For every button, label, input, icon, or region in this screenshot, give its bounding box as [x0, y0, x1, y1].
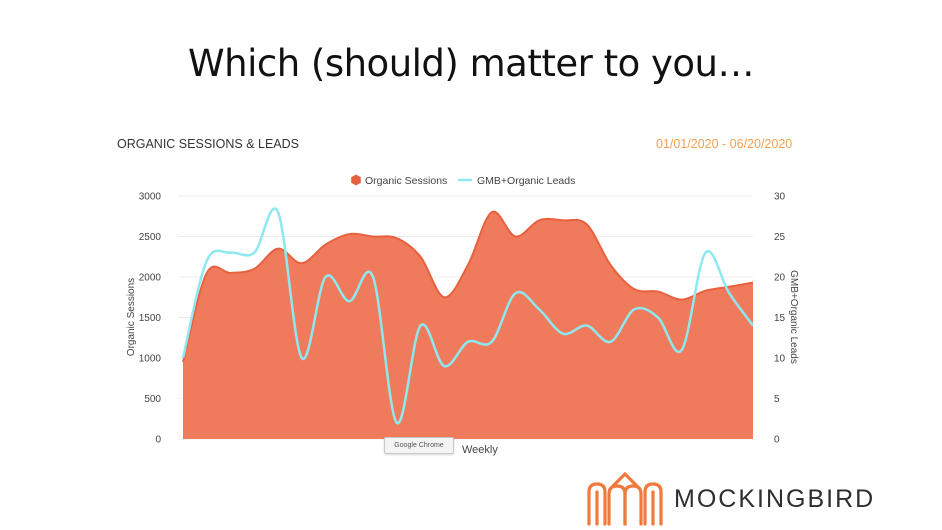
y-right-axis-label: GMB+Organic Leads — [788, 270, 799, 364]
mockingbird-logo-icon — [587, 471, 663, 526]
y-left-tick-label: 0 — [155, 435, 161, 446]
y-left-axis-label: Organic Sessions — [126, 278, 137, 356]
y-left-tick-label: 3000 — [139, 192, 162, 203]
y-right-tick-label: 10 — [774, 354, 786, 365]
chart-title: ORGANIC SESSIONS & LEADS — [117, 137, 299, 151]
date-range[interactable]: 01/01/2020 - 06/20/2020 — [656, 137, 793, 151]
brand-name: MOCKINGBIRD — [674, 485, 876, 513]
organic-sessions-line — [182, 210, 754, 363]
y-left-tick-label: 2500 — [139, 232, 162, 243]
y-right-tick-label: 20 — [774, 273, 786, 284]
y-left-tick-label: 1000 — [139, 354, 162, 365]
y-right-tick-label: 5 — [774, 394, 780, 405]
legend-leads-label: GMB+Organic Leads — [477, 175, 575, 187]
y-left-tick-label: 2000 — [139, 273, 162, 284]
y-right-tick-label: 30 — [774, 192, 786, 203]
y-right-tick-label: 0 — [774, 435, 780, 446]
legend-organic-sessions-label: Organic Sessions — [365, 175, 447, 187]
browser-tooltip: Google Chrome — [384, 437, 454, 454]
y-left-tick-label: 500 — [144, 394, 161, 405]
y-right-tick-label: 25 — [774, 232, 786, 243]
legend-organic-sessions-marker — [351, 174, 361, 186]
gmb-organic-leads-line — [181, 207, 755, 425]
x-axis-label: Weekly — [462, 444, 498, 456]
y-left-tick-label: 1500 — [139, 313, 162, 324]
y-right-tick-label: 15 — [774, 313, 786, 324]
slide-title: Which (should) matter to you… — [188, 42, 754, 85]
chart-area: 0 500 1000 1500 2000 2500 3000 0 5 10 15 20 25 30 Week… — [126, 174, 799, 456]
organic-sessions-area — [183, 211, 753, 439]
